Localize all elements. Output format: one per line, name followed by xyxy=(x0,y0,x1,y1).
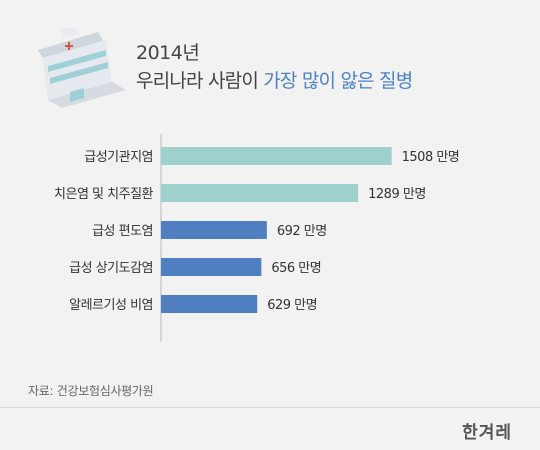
value-label: 1508 만명 xyxy=(402,150,460,165)
value-label: 656 만명 xyxy=(271,261,321,276)
chart-title-highlight: 가장 많이 앓은 질병 xyxy=(263,70,413,92)
source-note: 자료: 건강보험심사평가원 xyxy=(28,384,154,398)
category-label: 알레르기성 비염 xyxy=(69,298,153,313)
chart-year: 2014년 xyxy=(136,42,200,64)
bar xyxy=(161,295,258,313)
value-label: 1289 만명 xyxy=(368,187,426,202)
value-label: 629 만명 xyxy=(267,298,317,313)
chart-title: 우리나라 사람이 가장 많이 앓은 질병 xyxy=(136,66,413,93)
publisher-logo: 한겨레 xyxy=(462,423,512,443)
category-label: 급성 편도염 xyxy=(92,224,153,239)
bar xyxy=(161,147,392,165)
category-label: 급성기관지염 xyxy=(84,150,153,165)
bar xyxy=(161,258,262,276)
bar xyxy=(161,221,267,239)
bar xyxy=(161,184,359,202)
footer-divider xyxy=(0,407,540,408)
category-label: 급성 상기도감염 xyxy=(69,261,153,276)
value-label: 692 만명 xyxy=(277,224,327,239)
hospital-icon xyxy=(38,28,126,108)
chart-title-prefix: 우리나라 사람이 xyxy=(136,70,264,92)
category-label: 치은염 및 치주질환 xyxy=(54,187,153,202)
